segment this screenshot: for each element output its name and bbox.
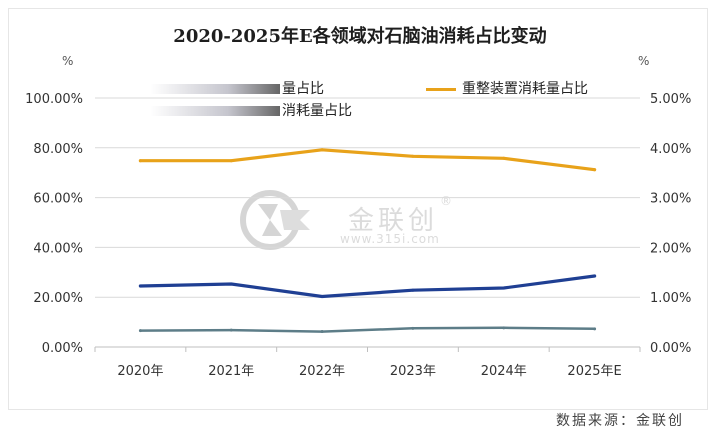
x-tick-label: 2023年 [390, 364, 436, 379]
legend-swatch-blurred [150, 84, 280, 94]
right-axis-ticks: 0.00% 1.00% 2.00% 3.00% 4.00% 5.00% [650, 92, 691, 356]
legend-swatch-blurred [150, 106, 280, 116]
series-1-point [320, 294, 324, 298]
legend-item-series-3: 重整装置消耗量占比 [426, 78, 588, 98]
watermark-url: www.315i.com [340, 232, 440, 246]
series-1-point [229, 282, 233, 286]
x-tick-label: 2024年 [481, 364, 527, 379]
series-line-3 [138, 148, 597, 172]
series-3-point [138, 159, 142, 163]
legend-swatch-orange [426, 87, 456, 91]
data-source-note: 数据来源：金联创 [556, 413, 684, 429]
legend-label-series-3: 重整装置消耗量占比 [462, 81, 588, 97]
y-right-tick-label: 0.00% [650, 341, 691, 356]
series-1-point [411, 288, 415, 292]
y-left-tick-label: 80.00% [33, 142, 83, 157]
y-left-tick-label: 20.00% [33, 291, 83, 306]
grid-lines [95, 97, 640, 348]
y-right-tick-label: 4.00% [650, 142, 691, 157]
x-axis-ticks: 2020年 2021年 2022年 2023年 2024年 2025年E [94, 346, 641, 379]
y-right-tick-label: 1.00% [650, 291, 691, 306]
x-tick-label: 2020年 [117, 364, 163, 379]
x-tick-label: 2021年 [208, 364, 254, 379]
y-left-tick-label: 60.00% [33, 192, 83, 207]
watermark-text: 金联创 [348, 206, 439, 236]
series-3-point [229, 159, 233, 163]
legend-item-series-2: 消耗量占比 [150, 100, 352, 120]
series-2-point [138, 329, 142, 333]
chart-frame [8, 8, 708, 410]
left-axis-ticks: 0.00% 20.00% 40.00% 60.00% 80.00% 100.00% [25, 92, 83, 356]
series-2-point [320, 330, 324, 334]
series-1-point [138, 284, 142, 288]
series-line-2 [139, 326, 596, 333]
series-3-point [320, 148, 324, 152]
legend-label-series-2: 消耗量占比 [282, 103, 352, 119]
series-3-point [411, 154, 415, 158]
series-3-point [593, 168, 597, 172]
x-tick-label: 2025年E [567, 364, 621, 379]
y-right-tick-label: 2.00% [650, 241, 691, 256]
y-left-tick-label: 100.00% [25, 92, 83, 107]
chart-title: 2020-2025年E各领域对石脑油消耗占比变动 [173, 26, 547, 47]
right-axis-unit: % [638, 54, 650, 68]
series-lines [138, 148, 597, 334]
y-left-tick-label: 40.00% [33, 241, 83, 256]
left-axis-unit: % [62, 54, 74, 68]
series-1-point [593, 274, 597, 278]
legend-item-series-1: 量占比 [150, 78, 324, 98]
series-line-1 [138, 274, 597, 299]
x-tick-label: 2022年 [299, 364, 345, 379]
series-2-point [229, 328, 233, 332]
series-1-point [502, 286, 506, 290]
series-2-point [593, 327, 597, 331]
legend-label-series-1: 量占比 [282, 81, 324, 97]
y-right-tick-label: 5.00% [650, 92, 691, 107]
series-2-point [411, 326, 415, 330]
series-2-point [502, 326, 506, 330]
y-right-tick-label: 3.00% [650, 192, 691, 207]
y-left-tick-label: 0.00% [42, 341, 83, 356]
series-3-point [502, 156, 506, 160]
